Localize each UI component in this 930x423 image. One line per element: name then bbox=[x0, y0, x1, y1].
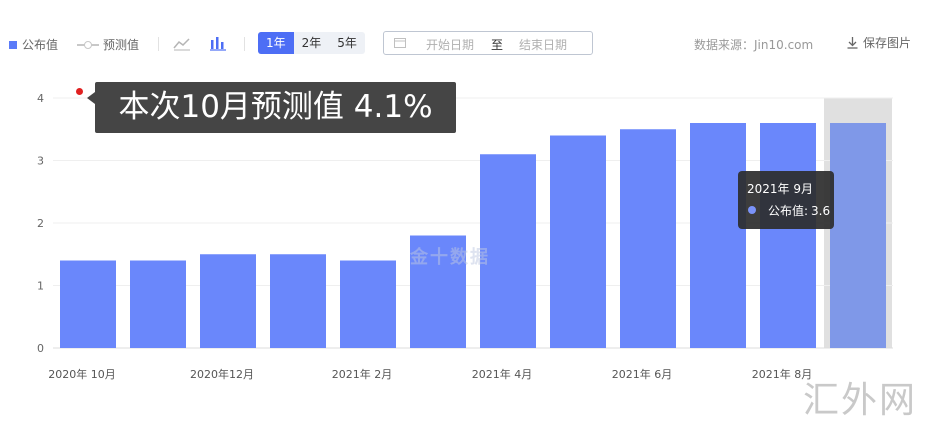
data-source: 数据来源：Jin10.com bbox=[694, 38, 814, 52]
tooltip-row: 公布值: 3.6 bbox=[765, 202, 830, 219]
y-tick-label: 3 bbox=[37, 155, 44, 168]
chart-tooltip: 2021年 9月 公布值: 3.6 bbox=[738, 171, 834, 229]
x-tick-label: 2021年 6月 bbox=[612, 367, 673, 381]
date-end-input[interactable]: 结束日期 bbox=[519, 38, 568, 52]
published-square-icon bbox=[9, 40, 17, 49]
forecast-line-icon bbox=[77, 40, 99, 50]
y-tick-label: 2 bbox=[37, 217, 44, 230]
tooltip-title: 2021年 9月 bbox=[747, 182, 813, 196]
bar bbox=[760, 123, 816, 348]
bar bbox=[550, 135, 606, 348]
range-selector: 1年 2年 5年 bbox=[258, 32, 365, 54]
save-image-label: 保存图片 bbox=[863, 36, 912, 50]
chart-toolbar: 公布值 预测值 1年 2年 5年 开始日期 至 结束日期 数据来源：Jin10.… bbox=[0, 28, 930, 58]
x-tick-label: 2020年 10月 bbox=[48, 367, 116, 381]
range-5y[interactable]: 5年 bbox=[337, 36, 357, 50]
x-tick-label: 2020年12月 bbox=[190, 367, 254, 381]
bar bbox=[480, 154, 536, 348]
legend-published[interactable]: 公布值 bbox=[9, 36, 58, 53]
bar bbox=[340, 260, 396, 348]
toolbar-divider bbox=[158, 37, 159, 51]
toolbar-divider bbox=[244, 37, 245, 51]
bar bbox=[620, 129, 676, 348]
x-tick-label: 2021年 8月 bbox=[752, 367, 813, 381]
forecast-annotation: 本次10月预测值 4.1% bbox=[87, 82, 456, 133]
save-image-button[interactable]: 保存图片 bbox=[846, 34, 911, 51]
download-icon bbox=[847, 37, 858, 49]
bar bbox=[60, 260, 116, 348]
brand-logo: 汇外网 bbox=[803, 380, 918, 421]
tooltip-value: 3.6 bbox=[811, 204, 831, 218]
forecast-marker bbox=[76, 88, 83, 95]
bar bbox=[200, 254, 256, 348]
x-tick-label: 2021年 2月 bbox=[332, 367, 393, 381]
y-tick-label: 1 bbox=[37, 280, 44, 293]
tooltip-series-label: 公布值: bbox=[768, 204, 809, 218]
legend-forecast-label: 预测值 bbox=[103, 38, 140, 52]
bar bbox=[410, 235, 466, 348]
watermark: 金十数据 bbox=[410, 247, 490, 268]
date-separator: 至 bbox=[491, 38, 504, 52]
calendar-icon bbox=[394, 38, 406, 48]
bar bbox=[270, 254, 326, 348]
x-tick-label: 2021年 4月 bbox=[472, 367, 533, 381]
date-start-input[interactable]: 开始日期 bbox=[426, 38, 475, 52]
range-2y[interactable]: 2年 bbox=[301, 36, 322, 50]
legend-forecast[interactable]: 预测值 bbox=[77, 36, 139, 53]
tooltip-series-dot bbox=[748, 206, 756, 214]
bar bbox=[830, 123, 886, 348]
y-tick-label: 0 bbox=[37, 342, 44, 355]
bar bbox=[130, 260, 186, 348]
bar bbox=[690, 123, 746, 348]
bar-chart-icon[interactable] bbox=[208, 34, 228, 52]
date-range-picker[interactable]: 开始日期 至 结束日期 bbox=[383, 31, 593, 55]
line-chart-icon[interactable] bbox=[172, 34, 192, 52]
legend-published-label: 公布值 bbox=[22, 38, 59, 52]
y-tick-label: 4 bbox=[37, 92, 44, 105]
range-1y[interactable]: 1年 bbox=[258, 32, 294, 54]
